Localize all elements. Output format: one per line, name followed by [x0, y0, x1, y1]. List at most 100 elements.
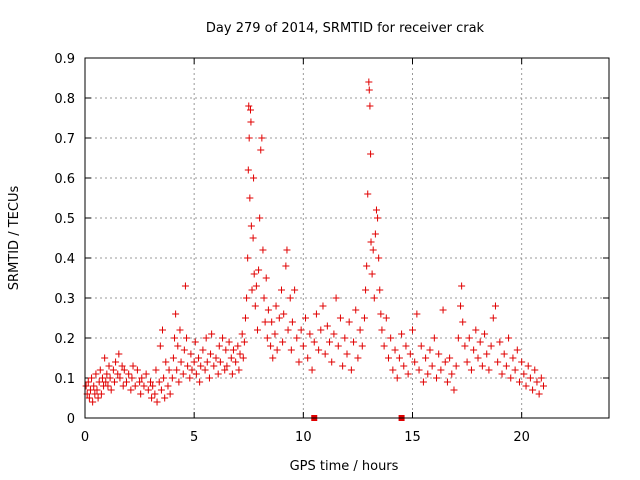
- data-point: [221, 366, 229, 374]
- data-point: [144, 386, 152, 394]
- data-point: [273, 346, 281, 354]
- data-point: [279, 338, 287, 346]
- data-point: [251, 302, 259, 310]
- data-point: [249, 234, 257, 242]
- data-point: [93, 386, 101, 394]
- data-point: [180, 346, 188, 354]
- y-tick-label: 0.3: [54, 292, 75, 307]
- data-point: [302, 314, 310, 322]
- data-point: [208, 330, 216, 338]
- data-point: [387, 334, 395, 342]
- grid: [85, 58, 609, 418]
- data-point: [524, 362, 532, 370]
- data-point: [227, 354, 235, 362]
- data-point: [370, 294, 378, 302]
- data-point: [378, 326, 386, 334]
- data-point: [151, 390, 159, 398]
- data-point: [149, 382, 157, 390]
- data-point: [131, 382, 139, 390]
- data-point: [112, 358, 120, 366]
- data-point: [368, 270, 376, 278]
- data-point: [406, 350, 414, 358]
- data-point: [330, 330, 338, 338]
- data-point: [306, 330, 314, 338]
- data-point: [174, 342, 182, 350]
- data-point: [489, 314, 497, 322]
- data-point: [232, 358, 240, 366]
- data-point: [250, 174, 258, 182]
- data-point: [299, 342, 307, 350]
- data-point: [391, 346, 399, 354]
- data-point: [520, 370, 528, 378]
- data-point: [165, 366, 173, 374]
- data-point: [487, 342, 495, 350]
- data-point: [259, 246, 267, 254]
- y-tick-label: 0.9: [54, 52, 75, 67]
- y-tick-label: 0.2: [54, 332, 75, 347]
- data-point: [537, 374, 545, 382]
- data-point: [238, 330, 246, 338]
- data-point: [245, 102, 253, 110]
- data-point: [272, 302, 280, 310]
- data-point: [239, 354, 247, 362]
- data-point: [334, 342, 342, 350]
- data-point: [114, 370, 122, 378]
- data-point: [166, 390, 174, 398]
- data-point: [343, 350, 351, 358]
- data-point: [89, 398, 97, 406]
- data-point: [481, 330, 489, 338]
- data-point: [137, 390, 145, 398]
- data-point: [247, 222, 255, 230]
- data-point: [195, 354, 203, 362]
- y-tick-label: 0.5: [54, 212, 75, 227]
- data-point: [136, 378, 144, 386]
- data-point: [304, 354, 312, 362]
- data-point: [128, 374, 136, 382]
- data-point: [223, 362, 231, 370]
- data-point: [155, 378, 163, 386]
- data-point: [411, 358, 419, 366]
- data-point: [177, 358, 185, 366]
- data-point: [98, 374, 106, 382]
- data-point: [352, 306, 360, 314]
- data-point: [518, 358, 526, 366]
- data-point: [491, 302, 499, 310]
- data-point: [156, 342, 164, 350]
- data-point: [152, 366, 160, 374]
- data-point: [255, 266, 263, 274]
- data-point: [244, 166, 252, 174]
- data-point: [280, 310, 288, 318]
- data-point: [380, 342, 388, 350]
- data-point: [86, 386, 94, 394]
- data-point: [505, 334, 513, 342]
- data-point: [345, 318, 353, 326]
- data-point: [389, 366, 397, 374]
- data-point: [241, 314, 249, 322]
- x-tick-label: 10: [295, 430, 312, 445]
- data-point: [476, 338, 484, 346]
- data-point: [82, 382, 90, 390]
- data-point: [116, 374, 124, 382]
- data-point: [181, 282, 189, 290]
- data-point: [256, 214, 264, 222]
- data-point: [465, 334, 473, 342]
- data-point: [120, 366, 128, 374]
- data-point: [308, 366, 316, 374]
- data-point: [168, 374, 176, 382]
- data-point: [246, 106, 254, 114]
- data-point: [215, 342, 223, 350]
- data-point: [365, 86, 373, 94]
- data-point: [252, 282, 260, 290]
- data-point: [129, 362, 137, 370]
- data-point: [321, 350, 329, 358]
- data-point: [419, 378, 427, 386]
- data-point: [203, 358, 211, 366]
- data-point: [257, 146, 265, 154]
- data-point: [188, 366, 196, 374]
- data-point: [339, 362, 347, 370]
- data-point: [422, 354, 430, 362]
- data-point: [446, 354, 454, 362]
- data-point: [91, 390, 99, 398]
- data-point: [97, 390, 105, 398]
